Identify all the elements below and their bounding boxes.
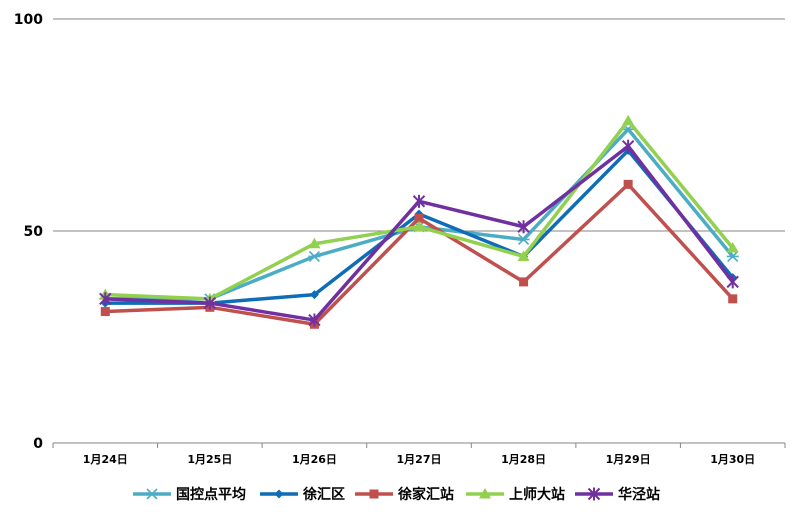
legend-label: 上师大站 bbox=[509, 486, 565, 503]
series-lines bbox=[99, 114, 739, 329]
data-point bbox=[308, 237, 321, 249]
data-point bbox=[621, 139, 635, 153]
data-point bbox=[203, 296, 217, 310]
x-tick-label: 1月26日 bbox=[292, 453, 337, 466]
series-line bbox=[103, 144, 735, 322]
legend-item: 华泾站 bbox=[575, 486, 660, 503]
data-point bbox=[414, 213, 424, 223]
x-tick-label: 1月28日 bbox=[501, 453, 546, 466]
y-tick-label: 50 bbox=[24, 224, 44, 240]
series-3 bbox=[99, 114, 739, 304]
legend-item: 徐家汇站 bbox=[355, 486, 454, 503]
data-point bbox=[100, 307, 110, 317]
data-point bbox=[728, 294, 738, 304]
data-point bbox=[413, 220, 425, 232]
data-point bbox=[622, 114, 635, 126]
x-tick-label: 1月29日 bbox=[606, 453, 651, 466]
legend-item: 上师大站 bbox=[466, 486, 565, 503]
legend-label: 国控点平均 bbox=[176, 486, 246, 503]
legend-item: 国控点平均 bbox=[133, 486, 246, 503]
legend-label: 华泾站 bbox=[618, 486, 660, 503]
data-point bbox=[726, 275, 739, 289]
y-tick-label: 100 bbox=[14, 12, 43, 28]
data-point bbox=[99, 292, 112, 306]
y-tick-label: 0 bbox=[33, 436, 43, 452]
x-axis-ticks: 1月24日 1月25日 1月26日 1月27日 1月28日 1月29日 1月30日 bbox=[52, 443, 786, 466]
data-point bbox=[726, 241, 739, 253]
data-point bbox=[517, 250, 530, 261]
y-axis-ticks: 0 50 100 bbox=[14, 12, 43, 452]
legend-marker bbox=[146, 488, 158, 500]
data-point bbox=[726, 250, 739, 263]
legend-marker bbox=[587, 487, 601, 501]
x-tick-label: 1月30日 bbox=[710, 453, 755, 466]
x-tick-label: 1月25日 bbox=[187, 453, 232, 466]
data-point bbox=[309, 290, 319, 300]
legend-label: 徐家汇站 bbox=[397, 486, 454, 503]
data-point bbox=[519, 277, 529, 287]
legend-marker bbox=[369, 489, 379, 499]
data-point bbox=[517, 220, 530, 234]
legend-marker bbox=[274, 489, 284, 499]
legend-label: 徐汇区 bbox=[302, 486, 345, 503]
x-tick-label: 1月27日 bbox=[397, 453, 442, 466]
legend-item: 徐汇区 bbox=[260, 486, 345, 503]
data-point bbox=[623, 179, 633, 189]
x-tick-label: 1月24日 bbox=[83, 453, 128, 466]
data-point bbox=[412, 194, 426, 208]
legend-marker bbox=[479, 488, 491, 499]
legend: 国控点平均 徐汇区 徐家汇站 上师大站 华泾站 bbox=[133, 486, 660, 503]
data-point bbox=[308, 313, 321, 327]
series-4 bbox=[99, 139, 739, 327]
data-point bbox=[517, 233, 530, 246]
data-point bbox=[308, 250, 321, 263]
